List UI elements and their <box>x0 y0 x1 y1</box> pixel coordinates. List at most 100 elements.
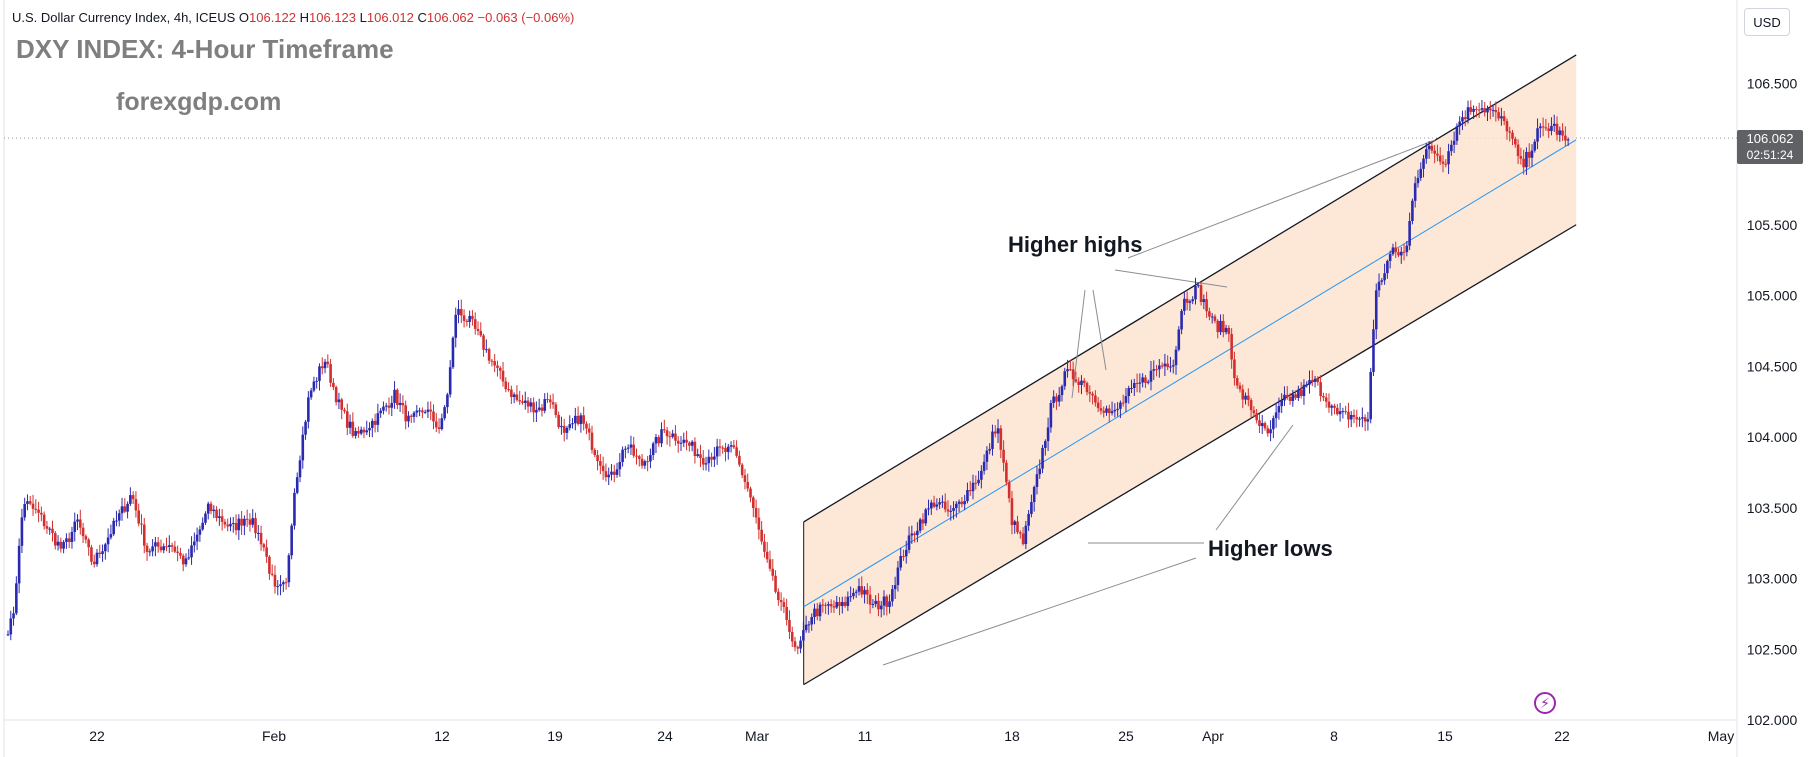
candle-body <box>1133 383 1136 388</box>
candle-body <box>1402 251 1406 253</box>
candle-body <box>67 538 71 542</box>
candle-body <box>1366 419 1370 422</box>
candle-body <box>543 399 547 411</box>
candle-body <box>985 450 989 462</box>
candle-body <box>726 446 730 452</box>
candle-body <box>512 394 516 397</box>
candle-body <box>710 456 713 460</box>
candle-body <box>740 464 744 476</box>
candle-body <box>535 409 538 413</box>
candle-body <box>1169 366 1172 368</box>
candle-body <box>718 446 722 448</box>
candle-body <box>1397 252 1400 256</box>
candle-body <box>1316 378 1320 383</box>
candle-body <box>916 530 919 536</box>
candle-body <box>371 420 374 428</box>
candle-body <box>142 524 146 546</box>
candle-body <box>1013 521 1017 525</box>
y-tick-label: 103.500 <box>1747 500 1798 516</box>
candle-body <box>1299 389 1303 397</box>
candle-body <box>443 407 446 419</box>
candle-body <box>879 605 883 610</box>
candle-body <box>690 441 694 446</box>
candle-body <box>852 592 855 597</box>
candle-body <box>560 425 563 428</box>
candle-body <box>515 394 519 401</box>
candle-body <box>960 501 964 505</box>
candle-body <box>20 517 24 546</box>
candle-body <box>1419 168 1423 178</box>
candle-body <box>955 503 958 509</box>
candle-body <box>1249 400 1253 411</box>
candle-body <box>1160 365 1164 367</box>
candle-body <box>404 405 407 422</box>
candle-body <box>799 640 802 649</box>
candle-body <box>248 519 252 525</box>
candle-body <box>679 442 683 444</box>
candle-body <box>1258 420 1261 426</box>
candle-body <box>1324 397 1328 402</box>
candle-body <box>1475 108 1478 110</box>
candle-body <box>607 474 610 478</box>
candle-body <box>1255 413 1258 421</box>
candle-body <box>554 404 558 415</box>
candle-body <box>379 410 382 414</box>
candle-body <box>282 582 285 585</box>
candle-body <box>857 586 861 592</box>
candle-body <box>1455 126 1459 141</box>
candle-body <box>387 405 391 408</box>
candle-body <box>265 547 268 557</box>
candle-body <box>145 545 149 552</box>
candle-body <box>810 617 814 625</box>
x-tick-label: 15 <box>1437 728 1453 744</box>
candle-body <box>95 552 99 565</box>
candle-body <box>874 600 877 605</box>
x-tick-label: 12 <box>434 728 450 744</box>
candle-body <box>1561 130 1564 136</box>
candle-body <box>1272 418 1275 430</box>
candle-body <box>585 423 588 429</box>
candle-body <box>206 503 210 514</box>
candle-body <box>1399 251 1403 256</box>
candle-body <box>1082 380 1086 384</box>
higher-highs-label: Higher highs <box>1008 232 1143 257</box>
candle-body <box>1032 486 1036 503</box>
candle-body <box>1260 423 1264 426</box>
candle-body <box>568 424 572 428</box>
candle-body <box>1355 417 1359 420</box>
candle-body <box>1374 290 1378 330</box>
candle-body <box>941 501 944 503</box>
candle-body <box>1447 151 1450 165</box>
candle-body <box>1433 150 1436 154</box>
symbol-description: U.S. Dollar Currency Index, 4h, ICEUS <box>12 10 236 25</box>
candle-body <box>1202 299 1206 303</box>
candle-body <box>487 349 491 361</box>
candle-body <box>1500 116 1503 119</box>
candle-body <box>231 523 235 525</box>
candle-body <box>312 381 316 391</box>
candle-body <box>1494 110 1498 113</box>
candle-body <box>1116 408 1119 410</box>
candle-body <box>1052 396 1055 403</box>
candle-body <box>1171 365 1175 367</box>
lightning-icon[interactable]: ⚡ <box>1534 692 1556 714</box>
candle-body <box>1444 163 1448 165</box>
candle-body <box>1436 153 1439 156</box>
candle-body <box>465 320 469 322</box>
candle-body <box>1463 117 1467 120</box>
candle-body <box>268 556 271 574</box>
candle-body <box>476 328 480 331</box>
candle-body <box>596 455 599 462</box>
candle-body <box>179 552 182 556</box>
candle-body <box>1408 221 1411 246</box>
candle-body <box>223 521 227 525</box>
candle-body <box>423 411 427 413</box>
candle-body <box>835 602 839 608</box>
candle-body <box>1391 247 1395 255</box>
currency-button[interactable]: USD <box>1744 8 1790 36</box>
candle-body <box>245 518 249 520</box>
candle-body <box>170 545 174 547</box>
candle-body <box>821 604 825 606</box>
candle-body <box>1550 125 1553 132</box>
